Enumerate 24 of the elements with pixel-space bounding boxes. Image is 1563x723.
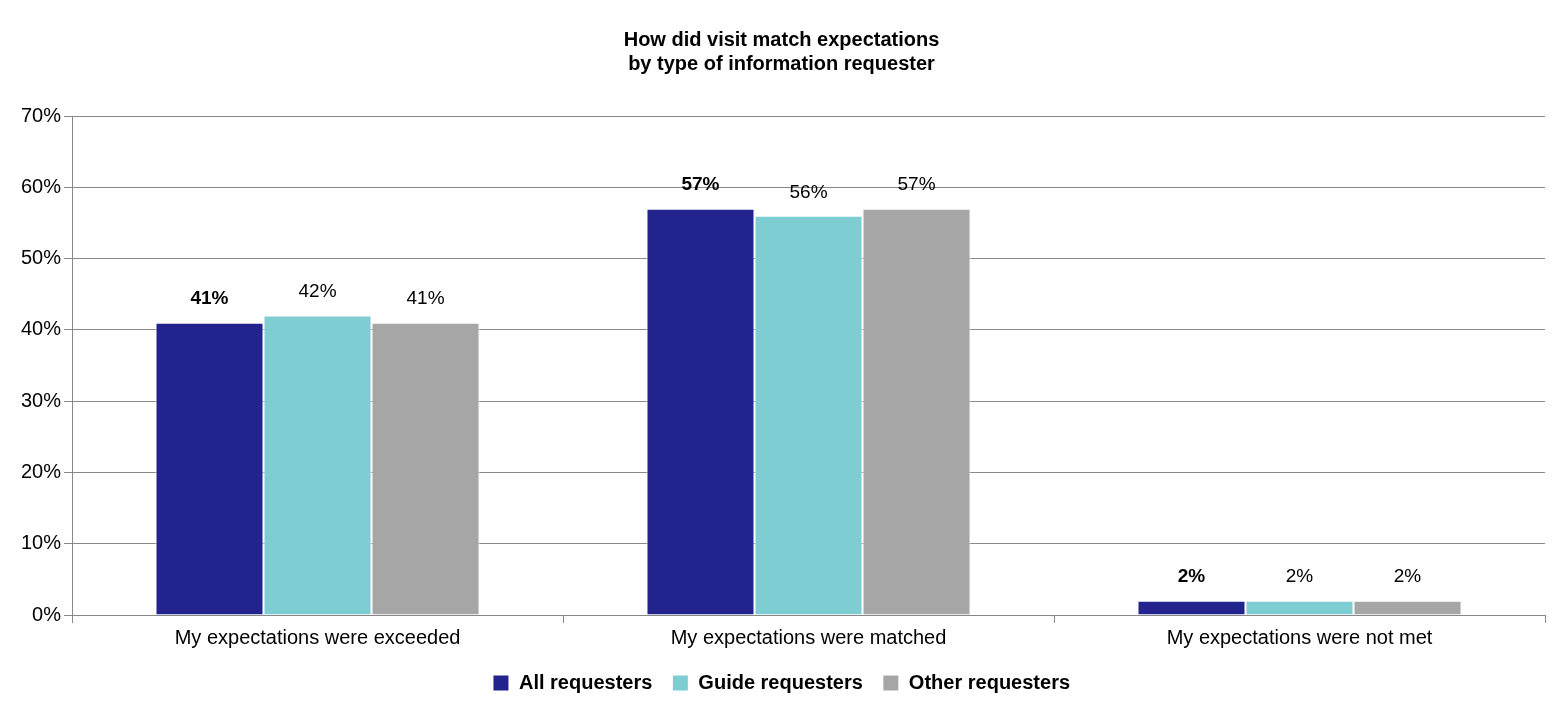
data-label: 2% bbox=[1177, 565, 1206, 587]
data-label: 56% bbox=[789, 180, 828, 202]
data-label: 2% bbox=[1285, 565, 1314, 587]
legend-label: All requesters bbox=[518, 670, 653, 693]
x-tick-label: My expectations were exceeded bbox=[174, 625, 461, 648]
y-tick-label: 40% bbox=[21, 317, 62, 340]
data-label: 2% bbox=[1393, 565, 1422, 587]
data-label: 41% bbox=[406, 287, 445, 309]
y-tick-label: 10% bbox=[21, 531, 62, 554]
y-tick-label: 60% bbox=[21, 174, 62, 197]
data-label: 42% bbox=[298, 280, 337, 302]
x-tick-label: My expectations were matched bbox=[670, 625, 947, 648]
data-label: 57% bbox=[681, 173, 720, 195]
y-tick-label: 20% bbox=[21, 459, 62, 482]
y-tick-label: 70% bbox=[21, 103, 62, 126]
data-label: 41% bbox=[190, 287, 229, 309]
data-label: 57% bbox=[897, 173, 936, 195]
y-tick-label: 30% bbox=[21, 388, 62, 411]
y-tick-label: 0% bbox=[32, 602, 62, 625]
chart-title: How did visit match expectations by type of information requester bbox=[623, 27, 940, 74]
x-tick-label: My expectations were not met bbox=[1166, 625, 1433, 648]
legend-label: Guide requesters bbox=[698, 670, 863, 693]
y-tick-label: 50% bbox=[21, 246, 62, 269]
legend-label: Other requesters bbox=[908, 670, 1071, 693]
